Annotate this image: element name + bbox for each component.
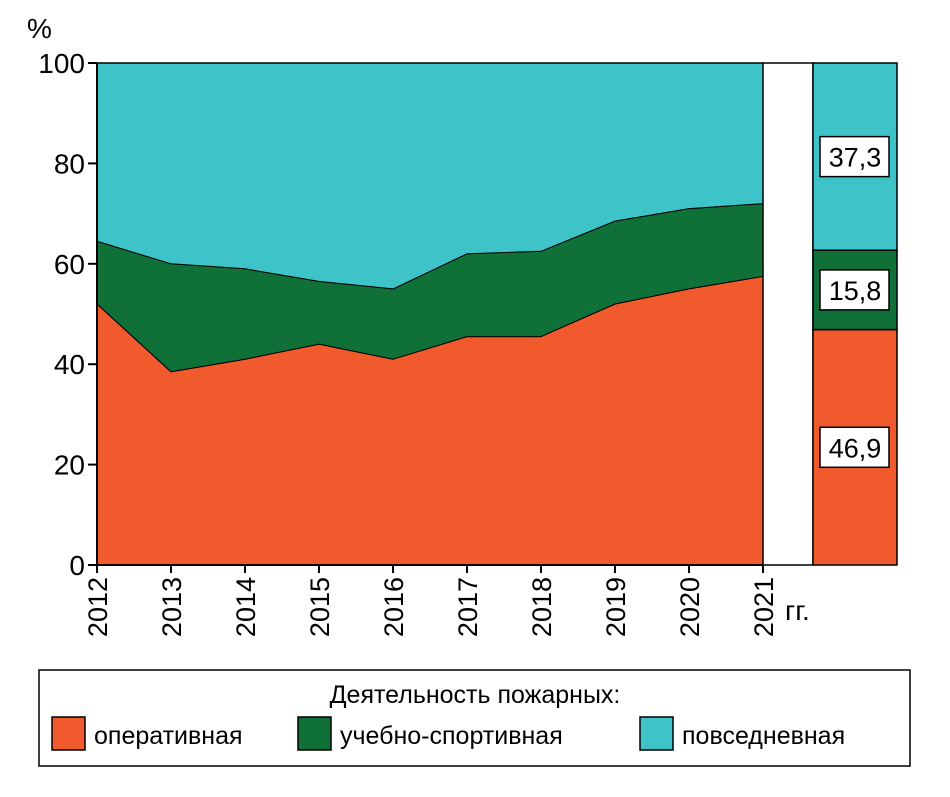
legend-label: оперативная [94, 722, 243, 750]
summary-value-label: 37,3 [829, 143, 882, 173]
y-tick-label: 80 [54, 148, 85, 179]
legend-items: оперативная учебно-спортивная повседневная [51, 716, 845, 751]
summary-value-box [819, 426, 890, 469]
summary-value-label: 46,9 [829, 433, 882, 463]
x-tick-label: 2021 [749, 577, 779, 637]
legend-frame [38, 669, 911, 767]
legend-swatch [297, 716, 332, 751]
legend-swatch [51, 716, 86, 751]
plot-area [96, 62, 764, 566]
summary-value-box [819, 269, 890, 311]
x-tick-label: 2020 [675, 577, 705, 637]
legend-title: Деятельность пожарных: [330, 681, 621, 709]
y-tick-label: 40 [54, 349, 85, 380]
legend-label: учебно-спортивная [340, 722, 563, 750]
x-tick-label: 2012 [83, 577, 113, 637]
y-tick-label: 0 [69, 550, 85, 581]
y-tick-label: 60 [54, 249, 85, 280]
y-tick-label: 100 [38, 48, 85, 79]
legend: Деятельность пожарных: оперативная учебно… [38, 669, 911, 767]
summary-value-box [819, 135, 890, 178]
legend-swatch [639, 716, 674, 751]
y-unit-label: % [27, 13, 52, 44]
summary-value-label: 15,8 [829, 276, 882, 306]
axes: 0 20 40 60 80 100 2012 2013 2014 2015 2016 2017 2018… [38, 48, 779, 637]
y-tick-label: 20 [54, 450, 85, 481]
x-tick-label: 2019 [601, 577, 631, 637]
x-tick-label: 2013 [157, 577, 187, 637]
x-unit-label: гг. [785, 595, 810, 626]
x-tick-label: 2017 [453, 577, 483, 637]
legend-label: повседневная [682, 722, 845, 750]
x-tick-label: 2014 [231, 577, 261, 637]
x-tick-label: 2016 [379, 577, 409, 637]
x-tick-label: 2018 [527, 577, 557, 637]
summary-bar: 46,9 15,8 37,3 [762, 62, 898, 566]
summary-gap [762, 62, 814, 566]
x-tick-label: 2015 [305, 577, 335, 637]
